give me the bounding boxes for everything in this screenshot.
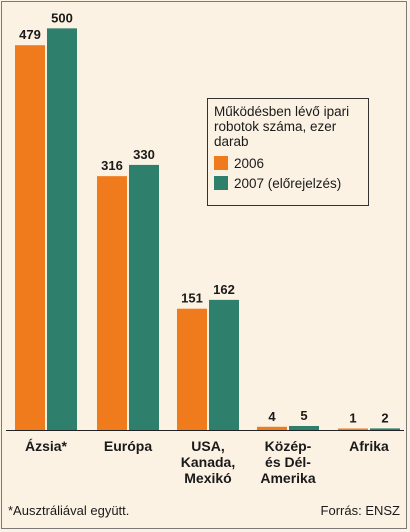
source-credit: Forrás: ENSZ — [320, 503, 400, 518]
category-label-2-0: USA, — [191, 438, 224, 454]
data-label-2006-2: 151 — [181, 291, 203, 306]
bar-2007-0 — [47, 28, 77, 430]
data-label-2007-3: 5 — [300, 408, 307, 423]
bar-2007-3 — [289, 425, 319, 430]
legend-swatch-2007 — [214, 176, 228, 190]
data-label-2007-1: 330 — [133, 147, 155, 162]
legend-item-2006: 2006 — [214, 153, 362, 173]
legend-item-2007: 2007 (előrejelzés) — [214, 173, 362, 193]
bar-2006-4 — [338, 428, 368, 430]
category-label-2-2: Mexikó — [184, 470, 231, 486]
legend-label-2006: 2006 — [234, 155, 265, 171]
data-label-2007-2: 162 — [213, 282, 235, 297]
category-label-1-0: Európa — [104, 438, 152, 454]
category-label-3-1: és Dél- — [265, 454, 311, 470]
data-label-2006-4: 1 — [349, 411, 356, 426]
category-label-2-1: Kanada, — [181, 454, 235, 470]
data-label-2007-4: 2 — [381, 410, 388, 425]
legend-title: Működésben lévő ipari robotok száma, eze… — [214, 104, 350, 149]
category-label-3-0: Közép- — [265, 438, 312, 454]
legend-label-2007: 2007 (előrejelzés) — [234, 175, 342, 191]
bar-2007-4 — [370, 428, 400, 430]
data-label-2006-1: 316 — [101, 158, 123, 173]
bar-2006-3 — [257, 426, 287, 430]
category-label-0-0: Ázsia* — [25, 438, 68, 454]
bar-2007-2 — [209, 299, 239, 430]
category-label-4-0: Afrika — [349, 438, 389, 454]
legend: Működésben lévő ipari robotok száma, eze… — [207, 98, 369, 206]
data-label-2006-0: 479 — [19, 27, 41, 42]
legend-swatch-2006 — [214, 156, 228, 170]
category-label-3-2: Amerika — [260, 470, 315, 486]
footnote: *Ausztráliával együtt. — [8, 503, 130, 518]
bar-2006-0 — [15, 45, 45, 430]
data-label-2007-0: 500 — [51, 10, 73, 25]
bar-2006-1 — [97, 176, 127, 430]
bar-2007-1 — [129, 164, 159, 430]
data-label-2006-3: 4 — [268, 409, 276, 424]
bar-2006-2 — [177, 308, 207, 430]
